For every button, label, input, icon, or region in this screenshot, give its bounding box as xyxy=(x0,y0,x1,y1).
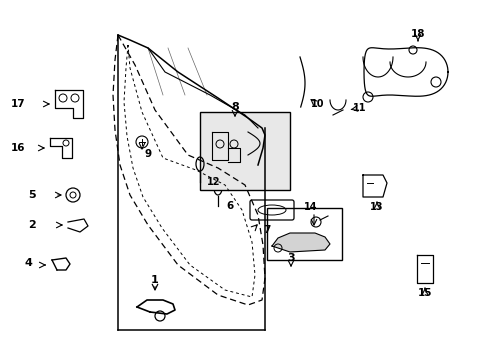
Text: 4: 4 xyxy=(24,258,32,268)
Text: 18: 18 xyxy=(410,29,425,39)
Text: 9: 9 xyxy=(144,149,151,159)
Text: 16: 16 xyxy=(11,143,25,153)
Text: 17: 17 xyxy=(11,99,25,109)
Text: 1: 1 xyxy=(151,275,159,285)
Text: 13: 13 xyxy=(369,202,383,212)
Text: 14: 14 xyxy=(304,202,317,212)
Text: 15: 15 xyxy=(417,288,431,298)
Text: 5: 5 xyxy=(28,190,36,200)
Polygon shape xyxy=(271,233,329,252)
Text: 7: 7 xyxy=(263,225,270,235)
Text: 6: 6 xyxy=(226,201,233,211)
Text: 11: 11 xyxy=(352,103,366,113)
Bar xyxy=(200,112,289,190)
Text: 2: 2 xyxy=(28,220,36,230)
Text: 3: 3 xyxy=(286,253,294,263)
Bar xyxy=(266,208,341,260)
Text: 12: 12 xyxy=(207,177,220,187)
Text: 10: 10 xyxy=(311,99,324,109)
Text: 8: 8 xyxy=(231,102,238,112)
